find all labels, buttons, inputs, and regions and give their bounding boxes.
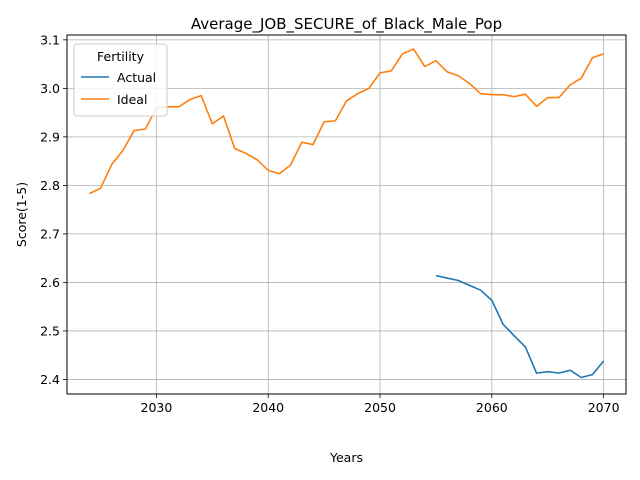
x-axis-label: Years [329,450,363,465]
x-tick-label: 2060 [476,400,508,415]
legend-box [73,43,168,117]
series-lines [89,48,605,379]
y-axis-label: Score(1-5) [14,182,29,247]
series-line-ideal [89,48,604,195]
grid-lines [67,35,626,394]
y-tick-label: 2.9 [40,129,60,144]
y-tick-label: 2.4 [40,372,60,387]
legend-title: Fertility [97,49,145,64]
x-tick-label: 2030 [141,400,173,415]
y-tick-label: 2.8 [40,178,60,193]
y-axis-ticks: 2.4 2.5 2.6 2.7 2.8 2.9 3.0 3.1 [40,32,67,387]
y-tick-label: 3.1 [40,32,60,47]
x-tick-label: 2050 [364,400,396,415]
legend-label-actual: Actual [117,70,156,85]
y-tick-label: 2.7 [40,226,60,241]
legend-label-ideal: Ideal [117,92,147,107]
y-tick-label: 3.0 [40,81,60,96]
x-tick-label: 2070 [588,400,620,415]
x-tick-label: 2040 [252,400,284,415]
legend: Fertility Actual Ideal [73,43,168,117]
y-tick-label: 2.6 [40,275,60,290]
plot-frame [66,34,627,395]
x-axis-ticks: 2030 2040 2050 2060 2070 [141,394,620,415]
y-tick-label: 2.5 [40,323,60,338]
series-line-actual [435,274,605,379]
chart-title: Average_JOB_SECURE_of_Black_Male_Pop [191,15,502,34]
